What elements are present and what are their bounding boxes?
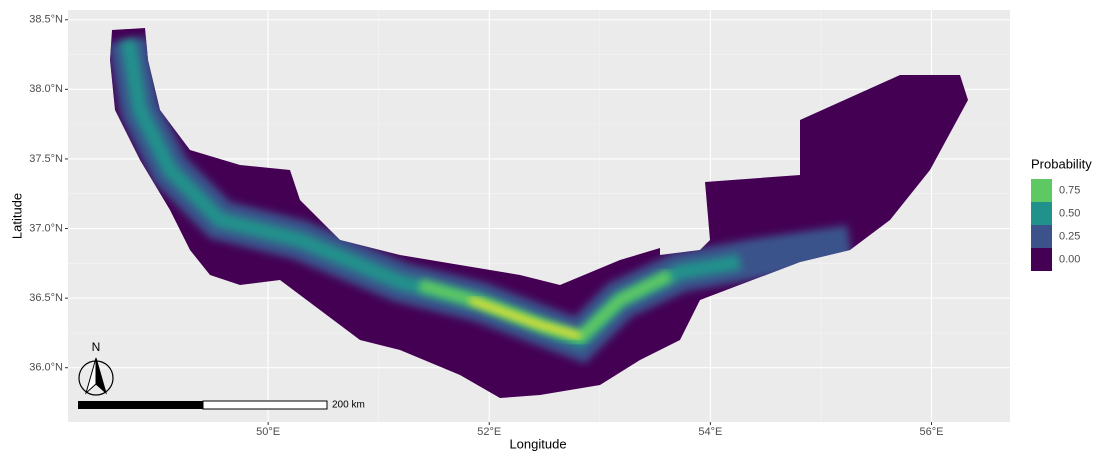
legend-label: 0.50 — [1059, 207, 1080, 219]
scale-label: 200 km — [332, 400, 365, 411]
scale-bar: 200 km — [78, 400, 365, 411]
y-tick-label: 37.0°N — [29, 222, 63, 234]
north-label: N — [92, 340, 101, 354]
x-tick-label: 56°E — [920, 426, 944, 438]
map: 50°E 52°E 54°E 56°E 36.0°N 36.5°N 37.0°N 37.5°N… — [0, 0, 1102, 452]
y-tick-label: 36.5°N — [29, 292, 63, 304]
legend-key — [1031, 179, 1052, 202]
y-tick-label: 37.5°N — [29, 153, 63, 165]
x-tick-label: 50°E — [256, 426, 280, 438]
legend-key — [1031, 202, 1052, 225]
y-tick-label: 38.5°N — [29, 14, 63, 26]
y-axis-title: Latitude — [9, 193, 24, 239]
x-axis-title: Longitude — [509, 436, 566, 451]
y-tick-label: 38.0°N — [29, 83, 63, 95]
legend-label: 0.25 — [1059, 230, 1080, 242]
legend-label: 0.75 — [1059, 184, 1080, 196]
y-tick-label: 36.0°N — [29, 362, 63, 374]
legend-key — [1031, 225, 1052, 248]
legend-title: Probability — [1031, 156, 1092, 171]
legend-key — [1031, 248, 1052, 271]
x-tick-label: 52°E — [477, 426, 501, 438]
x-tick-label: 54°E — [698, 426, 722, 438]
legend-label: 0.00 — [1059, 253, 1080, 265]
